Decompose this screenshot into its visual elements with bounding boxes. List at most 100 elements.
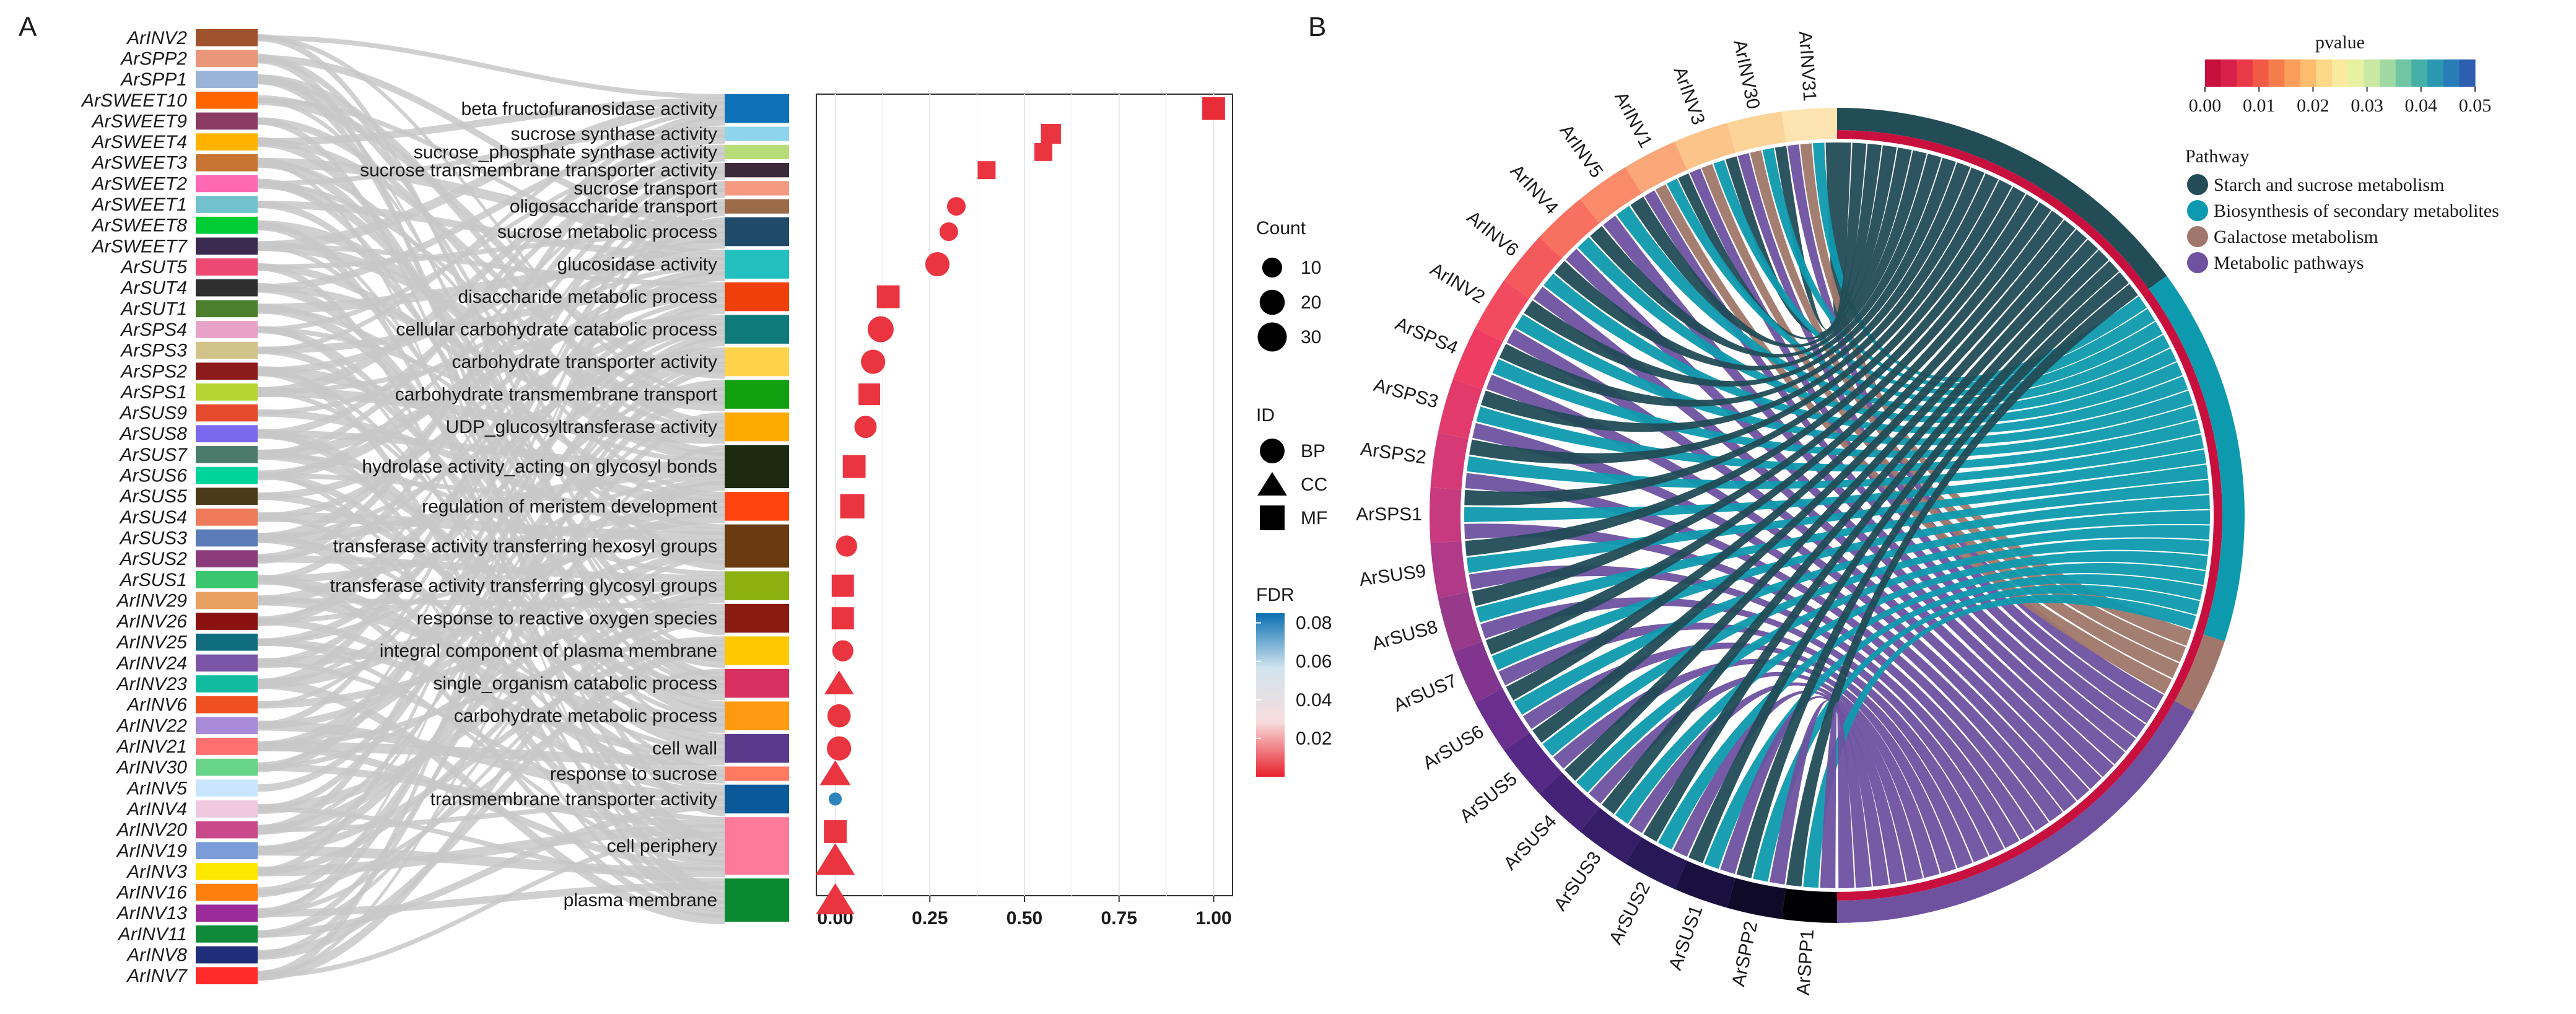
sankey-ribbon [258,130,725,292]
gene-label-arinv19: ArINV19 [116,841,188,861]
term-label-carbohydrate-transmembrane-transport: carbohydrate transmembrane transport [395,385,718,405]
pvalue-tick-label: 0.02 [2297,95,2329,116]
gene-arc-label-arinv6: ArINV6 [1463,207,1522,261]
id-legend-symbol-bp [1260,439,1285,463]
gene-label-arinv8: ArINV8 [126,945,187,966]
pathway-pvalue-arc-galactose-metabolism [2167,631,2204,701]
term-bar-carbohydrate-transporter-activity [725,347,789,377]
gene-label-arinv25: ArINV25 [116,632,188,653]
data-point-carbohydrate-transmembrane-transport [858,383,881,406]
chord-diagram: ArINV31ArINV30ArINV3ArINV1ArINV5ArINV4Ar… [1356,30,2245,996]
pvalue-color-cell [2316,59,2333,87]
sankey-ribbon [258,126,725,186]
gene-arc-arsus7 [1452,641,1503,703]
id-legend-symbol-mf [1260,505,1285,530]
gene-arc-label-arinv3: ArINV3 [1669,64,1708,128]
pvalue-tick-label: 0.03 [2351,95,2383,116]
gene-label-arspp2: ArSPP2 [120,48,187,69]
gene-arc-label-arsps3: ArSPS3 [1371,375,1441,413]
term-bar-glucosidase-activity [725,250,789,279]
sankey-ribbon [258,514,725,790]
chord-ribbon-starch-and-sucrose-metabolism [1725,144,1882,334]
panel-b: B ArINV31 ArINV30 ArINV3 ArINV1ArINV5ArINV4… [1308,12,2499,996]
gene-arc-arsus6 [1475,688,1530,751]
sankey-ribbon [258,618,725,796]
sankey-ribbon [258,76,725,564]
gene-bar-arsweet4 [196,133,258,151]
chord-ribbon-metabolic-pathways [1533,286,2102,789]
term-bar-sucrose-phosphate-synthase-activity [725,144,789,160]
gene-bar-arinv2 [196,29,258,46]
gene-arc-arinv30 [1727,111,1786,153]
gene-bar-arinv4 [196,800,258,818]
sankey-ribbon [258,263,725,904]
gene-arc-label-arinv1: ArINV1 [1610,89,1656,151]
data-point-transferase-activity-transferring-hexosyl-groups [836,535,857,557]
gene-label-arinv16: ArINV16 [116,883,188,903]
gene-label-arinv22: ArINV22 [116,715,188,736]
term-bar-transmembrane-transporter-activity [725,784,789,814]
dot-plot: 0.00 0.25 0.50 0.75 1.00 [815,94,1233,929]
id-legend-symbol-cc [1257,472,1287,496]
sankey-ribbon [258,117,725,456]
gene-bar-arsweet9 [196,112,258,130]
sankey-ribbon [258,430,725,857]
sankey-ribbon [258,220,725,849]
gene-label-arsus9: ArSUS9 [119,403,188,424]
data-point-plasma-membrane [816,883,855,915]
count-legend-symbol [1257,322,1287,352]
gene-label-arsweet8: ArSWEET8 [91,216,188,236]
chord-ribbon-biosynthesis-of-secondary-metabolites [1467,434,2204,489]
gene-arc-arinv2 [1475,280,1530,343]
sankey-ribbon [258,366,725,910]
gene-label-arsweet10: ArSWEET10 [81,90,187,111]
term-label-sucrose-phosphate-synthase-activity: sucrose_phosphate synthase activity [414,142,717,162]
chord-ribbon-metabolic-pathways [1769,699,1872,888]
sankey-ribbon [258,452,725,577]
gene-arc-arinv31 [1781,108,1837,142]
id-legend-label: BP [1301,441,1325,461]
sankey-ribbon [258,449,725,701]
term-bar-cell-periphery [725,817,789,875]
pathway-arc-biosynthesis-of-secondary-metabolites [2149,276,2245,642]
id-legend-label: MF [1301,508,1327,528]
gene-label-arinv4: ArINV4 [126,799,187,820]
gene-arc-arsus3 [1579,807,1642,864]
gene-arc-arsus8 [1438,592,1483,652]
gene-bar-arsus9 [196,404,258,422]
gene-label-arsweet3: ArSWEET3 [91,153,188,173]
sankey-ribbon [258,593,725,981]
term-label-sucrose-transmembrane-transporter-activity: sucrose transmembrane transporter activi… [360,160,717,181]
gene-arc-label-arsus8: ArSUS8 [1370,616,1440,654]
gene-label-arinv6: ArINV6 [126,695,187,715]
gene-bar-arsus8 [196,425,258,443]
term-bar-hydrolase-activity-acting-on-glycosyl-bonds [725,445,789,489]
gene-label-arsut1: ArSUT1 [120,299,187,319]
term-bars [725,94,789,922]
data-point-cell-periphery [815,843,855,875]
chord-ribbon-starch-and-sucrose-metabolism [1499,162,1971,407]
gene-label-arsus8: ArSUS8 [119,424,188,444]
gene-arc-arinv6 [1504,237,1562,299]
sankey-ribbon [258,304,725,668]
gene-arc-label-arsps2: ArSPS2 [1359,439,1427,468]
gene-label-arinv26: ArINV26 [116,611,188,632]
sankey-ribbon [258,639,725,865]
sankey-ribbon [258,33,725,680]
fdr-tick-label: 0.04 [1296,690,1332,710]
term-label-transferase-activity-transferring-hexosyl-groups: transferase activity transferring hexosy… [333,536,717,557]
gene-bar-arsus3 [196,529,258,547]
pathway-legend-swatch-starch-and-sucrose-metabolism [2187,174,2208,195]
gene-label-arinv3: ArINV3 [126,862,187,882]
gene-bar-arsus2 [196,550,258,567]
gene-label-arsweet2: ArSWEET2 [91,173,188,194]
gene-arc-label-arsps4: ArSPS4 [1392,313,1461,359]
chord-legend: pvalue 0.00 0.01 0.02 0.03 0.04 0.05 Pathway Sta… [2185,32,2499,273]
gene-bar-arinv5 [196,779,258,797]
pvalue-tick-label: 0.01 [2243,95,2276,116]
gene-bar-arsweet2 [196,175,258,193]
gene-arc-arsus4 [1539,772,1600,832]
gene-label-arsus4: ArSUS4 [119,507,187,528]
gene-label-arinv21: ArINV21 [116,736,187,757]
